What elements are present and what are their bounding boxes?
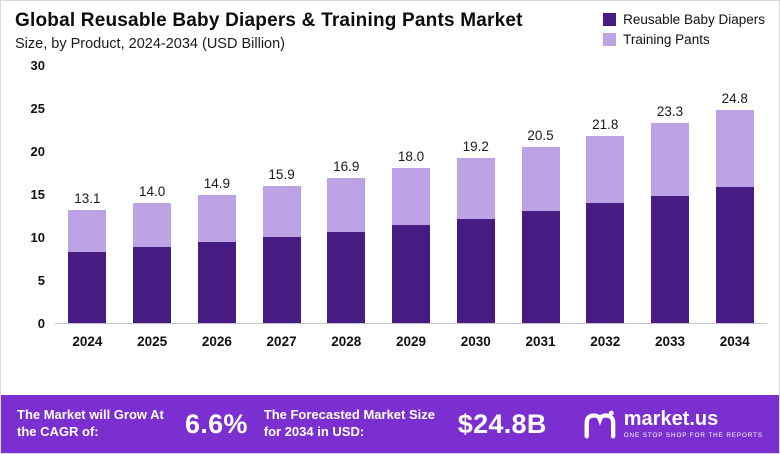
bar-segment-training-pants <box>262 186 301 237</box>
x-axis-label: 2024 <box>72 333 103 349</box>
y-tick-label: 5 <box>37 273 45 288</box>
brand-block: market.us ONE STOP SHOP FOR THE REPORTS <box>582 409 763 439</box>
bar-segment-reusable-baby-diapers <box>650 195 689 323</box>
bar-segment-reusable-baby-diapers <box>456 218 495 323</box>
bar-column-2026: 14.9 <box>184 176 249 323</box>
plot-area: 13.1 14.0 14.9 15.9 16.9 18.0 19.2 20.5 21.8 23.3… <box>55 66 767 324</box>
bar-segment-training-pants <box>197 194 236 243</box>
y-tick-label: 0 <box>37 316 45 331</box>
y-axis: 0 5 10 15 20 25 30 <box>7 58 55 331</box>
cagr-banner: The Market will Grow At the CAGR of: 6.6… <box>1 395 779 453</box>
chart-title: Global Reusable Baby Diapers & Training … <box>15 10 523 31</box>
bar-total-label: 15.9 <box>268 167 295 183</box>
x-axis-label: 2031 <box>525 333 556 349</box>
bar-total-label: 18.0 <box>397 149 425 165</box>
bar-column-2024: 13.1 <box>55 191 120 323</box>
bar-total-label: 14.9 <box>203 175 230 191</box>
bar-segment-training-pants <box>456 157 495 219</box>
bar-total-label: 20.5 <box>527 127 554 143</box>
bar-column-2034: 24.8 <box>702 91 767 323</box>
legend-swatch-diapers-icon <box>603 13 617 26</box>
bar-segment-training-pants <box>715 109 754 188</box>
legend-swatch-training-icon <box>603 33 617 46</box>
bar-segment-reusable-baby-diapers <box>586 203 625 323</box>
forecast-value: $24.8B <box>457 408 547 439</box>
bar-total-label: 14.0 <box>138 183 166 199</box>
bar-segment-reusable-baby-diapers <box>327 231 366 323</box>
bar-column-2030: 19.2 <box>443 139 508 323</box>
bar-segment-reusable-baby-diapers <box>133 247 172 323</box>
x-axis: 2024 2025 2026 2027 2028 2029 2030 2031 2032 2033… <box>55 324 767 352</box>
x-axis-label: 2025 <box>137 333 168 349</box>
x-axis-label: 2026 <box>201 333 232 349</box>
bar-column-2025: 14.0 <box>120 184 185 323</box>
chart-header: Global Reusable Baby Diapers & Training … <box>1 1 779 52</box>
title-block: Global Reusable Baby Diapers & Training … <box>15 10 523 52</box>
brand-name: market.us <box>623 408 719 430</box>
bar-total-label: 24.8 <box>721 90 748 106</box>
y-tick-label: 20 <box>30 144 45 159</box>
stacked-bar-chart: 0 5 10 15 20 25 30 13.1 14.0 14.9 15.9 16.9 18.0 19.… <box>7 58 767 352</box>
bar-column-2032: 21.8 <box>573 117 638 323</box>
bar-segment-training-pants <box>133 202 172 248</box>
bar-total-label: 13.1 <box>74 191 101 207</box>
x-axis-label: 2032 <box>590 333 621 349</box>
bar-column-2027: 15.9 <box>249 167 314 323</box>
bar-total-label: 16.9 <box>333 158 360 174</box>
cagr-label: The Market will Grow At the CAGR of: <box>17 407 164 439</box>
brand-tagline: ONE STOP SHOP FOR THE REPORTS <box>623 432 763 439</box>
legend: Reusable Baby Diapers Training Pants <box>603 10 765 47</box>
legend-label: Reusable Baby Diapers <box>623 12 765 27</box>
bar-column-2028: 16.9 <box>314 159 379 323</box>
bar-segment-training-pants <box>68 210 107 253</box>
bar-total-label: 19.2 <box>462 138 489 154</box>
bar-segment-training-pants <box>521 146 560 212</box>
legend-item-training-pants: Training Pants <box>603 32 765 47</box>
bar-column-2029: 18.0 <box>379 149 444 323</box>
x-axis-label: 2029 <box>396 333 427 349</box>
x-axis-label: 2034 <box>719 333 750 349</box>
forecast-label: The Forecasted Market Size for 2034 in U… <box>263 407 435 439</box>
bar-segment-reusable-baby-diapers <box>715 187 754 323</box>
bar-segment-training-pants <box>586 135 625 204</box>
bar-segment-training-pants <box>650 122 689 196</box>
x-axis-label: 2027 <box>266 333 297 349</box>
bar-segment-reusable-baby-diapers <box>521 211 560 323</box>
bar-segment-training-pants <box>327 177 366 232</box>
y-tick-label: 30 <box>30 58 45 73</box>
cagr-value: 6.6% <box>185 408 248 439</box>
legend-item-reusable-baby-diapers: Reusable Baby Diapers <box>603 12 765 27</box>
x-axis-label: 2033 <box>654 333 685 349</box>
bar-segment-training-pants <box>392 168 431 225</box>
bar-segment-reusable-baby-diapers <box>68 252 107 323</box>
bar-column-2031: 20.5 <box>508 128 573 323</box>
bar-segment-reusable-baby-diapers <box>392 224 431 323</box>
x-axis-label: 2030 <box>460 333 491 349</box>
bar-segment-reusable-baby-diapers <box>197 242 236 323</box>
market-us-logo-icon <box>584 410 616 439</box>
legend-label: Training Pants <box>623 32 710 47</box>
y-tick-label: 10 <box>30 230 45 245</box>
bar-total-label: 21.8 <box>592 116 619 132</box>
chart-subtitle: Size, by Product, 2024-2034 (USD Billion… <box>15 36 285 52</box>
y-tick-label: 25 <box>30 101 45 116</box>
bar-total-label: 23.3 <box>656 103 684 119</box>
bar-segment-reusable-baby-diapers <box>262 237 301 323</box>
y-tick-label: 15 <box>30 187 45 202</box>
bar-column-2033: 23.3 <box>638 104 703 323</box>
x-axis-label: 2028 <box>331 333 362 349</box>
brand-text: market.us ONE STOP SHOP FOR THE REPORTS <box>624 409 763 439</box>
